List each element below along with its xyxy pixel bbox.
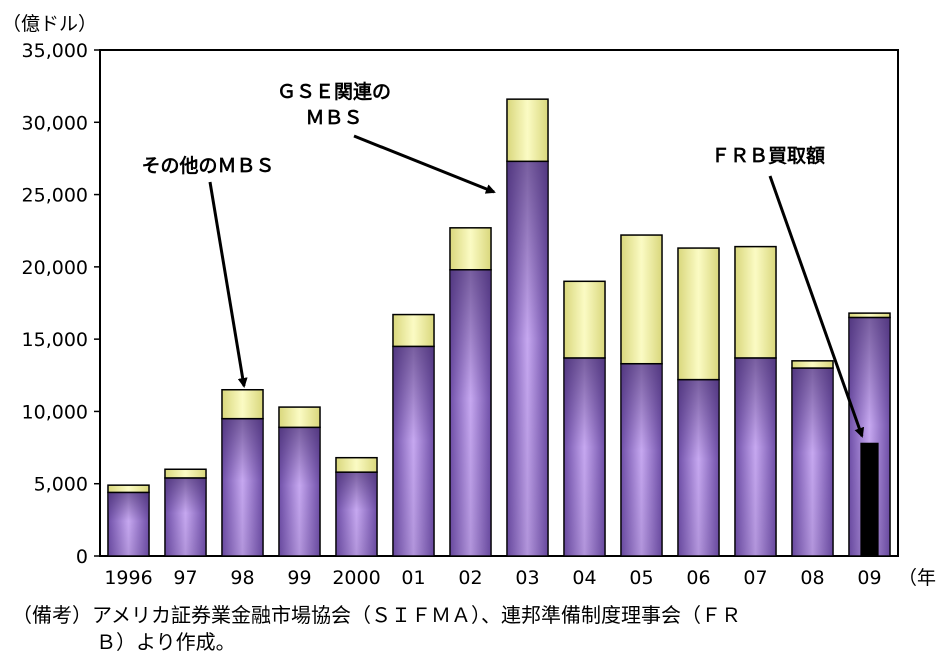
- bar-gse-shade-04: [563, 357, 606, 556]
- bar-gse-shade-07: [734, 357, 777, 556]
- bar-other-08: [791, 360, 834, 369]
- bar-other-97: [164, 468, 207, 479]
- x-tick-label: 01: [401, 567, 425, 589]
- x-tick-label: 09: [857, 567, 881, 589]
- bar-gse-shade-97: [164, 477, 207, 556]
- y-tick-label: 35,000: [22, 40, 88, 62]
- x-axis-ticks: 1996 97 98 99 2000 01 02 03 04 05 06 07 08 09: [104, 567, 881, 589]
- bar-other-02: [449, 227, 492, 271]
- x-tick-label: 06: [686, 567, 710, 589]
- bar-other-01: [392, 313, 435, 348]
- annotation-frb: ＦＲＢ買取額: [711, 144, 825, 167]
- source-note-line1: （備考）アメリカ証券業金融市場協会（ＳＩＦＭＡ）、連邦準備制度理事会（ＦＲ: [12, 603, 741, 627]
- bars: [107, 98, 891, 557]
- x-tick-label: 2000: [332, 567, 380, 589]
- x-tick-label: 05: [629, 567, 653, 589]
- bar-other-06: [677, 247, 720, 381]
- arrow-other: [208, 181, 248, 388]
- bar-other-07: [734, 245, 777, 359]
- y-tick-label: 30,000: [22, 112, 88, 134]
- x-tick-label: 08: [800, 567, 824, 589]
- x-tick-label: 1996: [104, 567, 152, 589]
- bar-gse-shade-98: [221, 418, 264, 556]
- y-tick-label: 5,000: [34, 474, 88, 496]
- bar-frb-09: [860, 442, 879, 557]
- bar-other-99: [278, 406, 321, 429]
- y-tick-label: 0: [76, 546, 88, 568]
- bar-other-1996: [107, 484, 150, 494]
- y-axis-ticks: 0 5,000 10,000 15,000 20,000 25,000 30,000 35,0…: [22, 40, 100, 568]
- x-tick-label: 99: [287, 567, 311, 589]
- bar-gse-shade-05: [620, 363, 663, 556]
- bar-gse-shade-02: [449, 269, 492, 556]
- x-unit-label: （年）: [898, 567, 936, 589]
- bar-other-2000: [335, 456, 378, 473]
- y-tick-label: 20,000: [22, 257, 88, 279]
- annotation-gse-line1: ＧＳＥ関連の: [277, 80, 391, 103]
- x-tick-label: 97: [173, 567, 197, 589]
- bar-gse-shade-2000: [335, 472, 378, 556]
- bar-gse-shade-03: [506, 161, 549, 556]
- bar-gse-shade-01: [392, 346, 435, 556]
- bar-other-09: [848, 312, 891, 319]
- bar-other-98: [221, 388, 264, 420]
- bar-gse-shade-06: [677, 379, 720, 556]
- x-tick-label: 07: [743, 567, 767, 589]
- plot-area: [99, 49, 899, 557]
- bar-other-03: [506, 98, 549, 163]
- mbs-issuance-chart: 0 5,000 10,000 15,000 20,000 25,000 30,000 35,0…: [2, 13, 936, 589]
- source-note: （備考）アメリカ証券業金融市場協会（ＳＩＦＭＡ）、連邦準備制度理事会（ＦＲ Ｂ）…: [12, 602, 922, 656]
- bar-gse-shade-99: [278, 427, 321, 556]
- bar-gse-shade-1996: [107, 492, 150, 556]
- arrow-frb: [768, 175, 865, 438]
- x-tick-label: 04: [572, 567, 596, 589]
- annotation-other: その他のＭＢＳ: [141, 154, 274, 177]
- annotation-gse-line2: ＭＢＳ: [305, 107, 362, 129]
- source-note-line2: Ｂ）より作成。: [96, 630, 236, 654]
- bar-other-05: [620, 234, 663, 365]
- y-tick-label: 15,000: [22, 329, 88, 351]
- y-tick-label: 10,000: [22, 401, 88, 423]
- arrow-gse: [353, 134, 496, 194]
- y-unit-label: （億ドル）: [2, 13, 97, 35]
- y-tick-label: 25,000: [22, 185, 88, 207]
- bar-other-04: [563, 280, 606, 359]
- x-tick-label: 98: [230, 567, 254, 589]
- bar-gse-shade-08: [791, 368, 834, 556]
- x-tick-label: 02: [458, 567, 482, 589]
- x-tick-label: 03: [515, 567, 539, 589]
